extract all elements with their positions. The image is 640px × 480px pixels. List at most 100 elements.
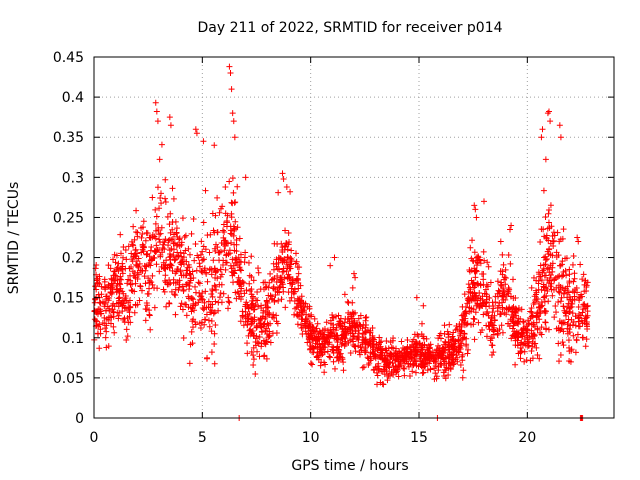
data-point [117, 250, 124, 257]
data-point [298, 293, 305, 300]
data-point [147, 257, 154, 264]
data-point [279, 268, 286, 275]
data-point [250, 295, 257, 302]
data-point [166, 114, 173, 121]
data-point [333, 335, 340, 342]
data-point [582, 277, 589, 284]
data-point [413, 294, 420, 301]
data-point [111, 268, 118, 275]
data-point [475, 253, 482, 260]
data-point [325, 333, 332, 340]
data-point [258, 302, 265, 309]
data-point [191, 257, 198, 264]
data-point [534, 352, 541, 359]
data-point [266, 310, 273, 317]
data-point [120, 254, 127, 261]
data-point [361, 363, 368, 370]
y-tick-label: 0.15 [53, 291, 84, 307]
data-point [291, 311, 298, 318]
data-point [572, 286, 579, 293]
data-point [419, 370, 426, 377]
data-point [549, 292, 556, 299]
data-point [545, 326, 552, 333]
data-point [345, 299, 352, 306]
data-point [560, 272, 567, 279]
data-point [415, 363, 422, 370]
data-point [512, 361, 519, 368]
data-point [271, 298, 278, 305]
data-point [520, 325, 527, 332]
data-point [132, 261, 139, 268]
data-point [578, 291, 585, 298]
data-point [416, 340, 423, 347]
data-point [329, 314, 336, 321]
data-point [255, 265, 262, 272]
data-point [558, 273, 565, 280]
data-point [499, 299, 506, 306]
data-point [520, 319, 527, 326]
data-point [461, 313, 468, 320]
data-point [451, 360, 458, 367]
data-point [580, 301, 587, 308]
data-point [284, 254, 291, 261]
data-point [107, 320, 114, 327]
data-point [420, 369, 427, 376]
data-point [556, 122, 563, 129]
data-point [565, 337, 572, 344]
data-point [136, 260, 143, 267]
data-point [499, 329, 506, 336]
data-point [190, 215, 197, 222]
data-point [335, 357, 342, 364]
data-point [198, 238, 205, 245]
data-point [556, 358, 563, 365]
data-point [226, 247, 233, 254]
data-point [479, 327, 486, 334]
data-point [119, 266, 126, 273]
data-point [333, 354, 340, 361]
data-point [544, 225, 551, 232]
data-point [102, 293, 109, 300]
data-point [240, 322, 247, 329]
data-point [126, 313, 133, 320]
data-point [173, 229, 180, 236]
data-point [172, 311, 179, 318]
data-point [327, 329, 334, 336]
data-point [116, 309, 123, 316]
data-point [484, 259, 491, 266]
data-point [314, 320, 321, 327]
data-point [172, 292, 179, 299]
data-point [219, 227, 226, 234]
data-point [263, 283, 270, 290]
data-point [575, 312, 582, 319]
data-point [168, 288, 175, 295]
data-point [417, 349, 424, 356]
data-point [480, 276, 487, 283]
data-point [95, 291, 102, 298]
data-point [368, 355, 375, 362]
data-point [355, 336, 362, 343]
data-point [544, 277, 551, 284]
data-point [274, 320, 281, 327]
data-point [167, 280, 174, 287]
data-point [195, 279, 202, 286]
data-point [512, 330, 519, 337]
data-point [216, 281, 223, 288]
data-point [339, 334, 346, 341]
data-point [262, 284, 269, 291]
data-point [225, 305, 232, 312]
data-point [215, 307, 222, 314]
data-point [431, 376, 438, 383]
data-point [538, 134, 545, 141]
data-point [137, 282, 144, 289]
data-point [483, 298, 490, 305]
data-point [172, 280, 179, 287]
data-point [118, 265, 125, 272]
data-point [158, 263, 165, 270]
data-point [484, 308, 491, 315]
data-point [405, 363, 412, 370]
data-point [112, 259, 119, 266]
data-point [123, 256, 130, 263]
data-point [212, 241, 219, 248]
data-point [173, 268, 180, 275]
data-point [152, 206, 159, 213]
